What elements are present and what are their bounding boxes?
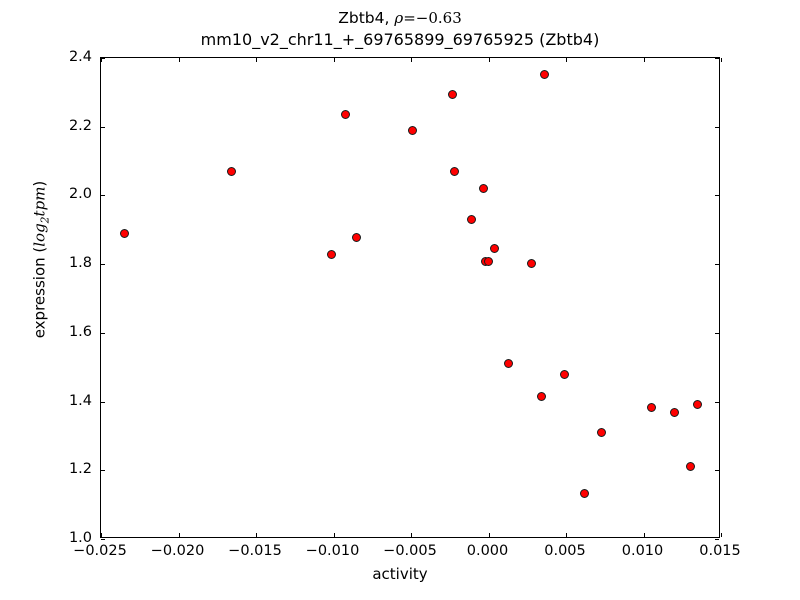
rho-symbol: ρ (394, 9, 404, 27)
y-tick-mark (715, 195, 719, 197)
data-point (327, 250, 337, 260)
data-point (580, 488, 590, 498)
y-tick-mark (101, 332, 105, 334)
data-point (484, 256, 493, 266)
x-tick-label: 0.010 (621, 543, 664, 559)
chart-title-line-1: Zbtb4, ρ=−0.63 (0, 8, 800, 29)
x-tick-mark (643, 533, 645, 537)
y-axis-label: expression (log2tpm) (31, 110, 52, 410)
y-tick-mark (715, 264, 719, 266)
x-tick-mark (411, 533, 412, 537)
y-tick-mark (101, 539, 105, 540)
data-point (693, 400, 703, 410)
x-tick-mark (721, 533, 722, 537)
x-tick-label: 0.005 (544, 543, 586, 559)
y-tick-mark (101, 264, 105, 266)
x-tick-mark (566, 58, 567, 62)
data-point (479, 184, 489, 194)
x-tick-mark (178, 58, 180, 62)
x-axis-label: activity (372, 565, 428, 583)
data-point (341, 109, 351, 119)
data-point (490, 243, 500, 253)
y-axis-label-sub: 2 (38, 216, 52, 224)
y-tick-label: 2.2 (68, 117, 92, 134)
y-axis-label-suffix: ) (30, 180, 49, 187)
y-tick-mark (101, 195, 105, 197)
data-point (597, 427, 607, 437)
x-tick-mark (566, 533, 567, 537)
chart-title: Zbtb4, ρ=−0.63 mm10_v2_chr11_+_69765899_… (0, 8, 800, 50)
x-tick-label: 0.015 (699, 543, 741, 559)
y-tick-mark (101, 126, 105, 128)
rho-value: −0.63 (415, 9, 462, 27)
data-point (448, 89, 458, 99)
data-point (449, 167, 459, 177)
chart-title-line-2: mm10_v2_chr11_+_69765899_69765925 (Zbtb4… (200, 30, 600, 49)
x-tick-mark (721, 58, 722, 62)
y-tick-mark (715, 126, 719, 128)
data-point (119, 229, 129, 239)
data-point (685, 462, 695, 472)
y-axis-label-prefix: expression ( (30, 246, 49, 339)
x-tick-label: −0.010 (305, 543, 360, 559)
x-tick-mark (256, 58, 257, 62)
y-axis-label-tpm: tpm (30, 186, 49, 217)
data-point (670, 408, 679, 418)
x-tick-mark (256, 533, 257, 537)
data-point (504, 358, 514, 368)
x-tick-mark (333, 58, 335, 62)
y-tick-label: 1.8 (68, 255, 92, 272)
y-tick-label: 2.0 (68, 186, 92, 203)
title-gene-name: Zbtb4, (338, 9, 395, 27)
y-tick-label: 1.6 (68, 323, 92, 340)
x-tick-mark (411, 58, 412, 62)
data-point (527, 259, 537, 269)
data-point (536, 392, 546, 402)
data-point (226, 167, 236, 177)
x-tick-mark (488, 533, 490, 537)
y-axis-label-log: log (30, 223, 49, 247)
data-point (352, 232, 362, 242)
x-tick-mark (101, 58, 102, 62)
y-tick-label: 1.2 (68, 461, 92, 478)
y-tick-mark (715, 332, 719, 334)
x-tick-mark (488, 58, 490, 62)
x-tick-mark (178, 533, 180, 537)
data-point (466, 215, 476, 225)
y-tick-mark (101, 401, 105, 403)
y-tick-mark (715, 58, 719, 59)
x-tick-label: 0.000 (466, 543, 509, 559)
y-tick-mark (101, 470, 105, 472)
x-tick-label: −0.015 (228, 543, 282, 559)
data-point-layer (101, 58, 721, 539)
x-tick-label: −0.020 (150, 543, 205, 559)
data-point (559, 369, 569, 379)
x-tick-label: −0.025 (73, 543, 127, 559)
data-point (646, 403, 656, 413)
y-tick-mark (715, 470, 719, 472)
x-tick-mark (101, 533, 102, 537)
data-point (539, 70, 549, 80)
y-tick-label: 1.4 (68, 392, 92, 409)
data-point (408, 125, 418, 135)
y-tick-mark (101, 58, 105, 59)
x-tick-mark (643, 58, 645, 62)
y-tick-label: 2.4 (68, 49, 92, 65)
plot-axes (100, 57, 722, 540)
y-tick-mark (715, 539, 719, 540)
rho-equals: = (403, 9, 416, 27)
x-tick-mark (333, 533, 335, 537)
x-tick-label: −0.005 (383, 543, 437, 559)
y-tick-mark (715, 401, 719, 403)
y-tick-label: 1.0 (68, 530, 92, 546)
